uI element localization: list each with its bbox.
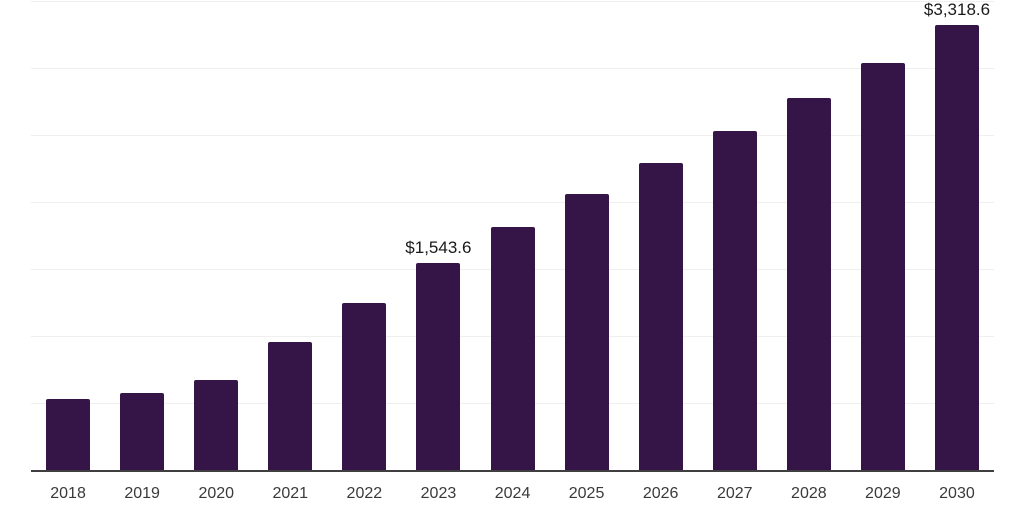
bar-2021 (268, 342, 313, 470)
bar-2030 (935, 25, 979, 470)
x-axis-label-2020: 2020 (198, 485, 235, 502)
x-axis-label-2023: 2023 (420, 485, 457, 502)
plot-area: $1,543.6 $3,318.6 (31, 0, 994, 472)
x-axis-label-2025: 2025 (568, 485, 605, 502)
bar-2018 (46, 399, 90, 470)
bar-2026 (638, 163, 683, 470)
gridline-2000 (31, 202, 994, 203)
x-axis-label-2024: 2024 (494, 485, 531, 502)
x-axis-label-2028: 2028 (791, 485, 827, 502)
gridline-2500 (31, 135, 994, 136)
data-label-2030: $3,318.6 (923, 0, 991, 20)
bar-2022 (342, 303, 387, 470)
x-axis-label-2026: 2026 (642, 485, 679, 502)
bar-2027 (712, 131, 757, 470)
bar-2020 (194, 380, 239, 470)
x-axis-label-2030: 2030 (939, 485, 975, 502)
x-axis-label-2027: 2027 (716, 485, 753, 502)
bar-2024 (490, 227, 535, 470)
bar-2028 (786, 98, 831, 470)
gridline-3000 (31, 68, 994, 69)
gridline-3500 (31, 1, 994, 2)
data-label-2023: $1,543.6 (405, 238, 472, 258)
bar-2023 (416, 263, 461, 470)
x-axis-label-2022: 2022 (346, 485, 383, 502)
x-axis-label-2019: 2019 (124, 485, 160, 502)
x-axis-label-2021: 2021 (272, 485, 309, 502)
x-axis-label-2029: 2029 (865, 485, 901, 502)
bar-2025 (564, 194, 609, 470)
bar-2019 (120, 393, 165, 470)
bar-2029 (860, 63, 905, 470)
x-axis-label-2018: 2018 (50, 485, 86, 502)
